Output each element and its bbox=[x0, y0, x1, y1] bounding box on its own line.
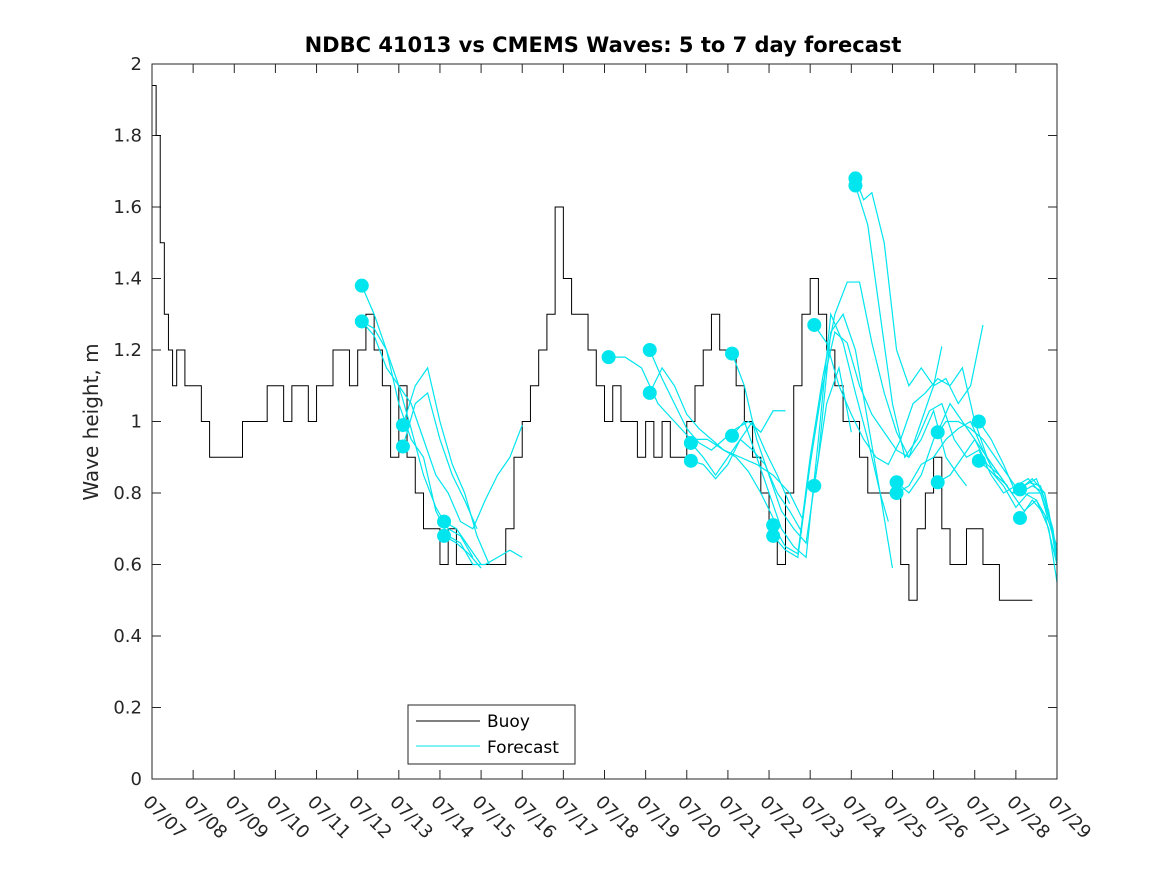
legend-forecast-label: Forecast bbox=[487, 738, 559, 758]
y-tick-label: 1.2 bbox=[113, 340, 142, 361]
y-tick-label: 0.8 bbox=[113, 483, 142, 504]
forecast-marker bbox=[437, 528, 452, 543]
forecast-marker bbox=[642, 343, 657, 357]
y-tick-label: 0.6 bbox=[113, 555, 142, 576]
y-tick-label: 0.4 bbox=[113, 626, 142, 647]
forecast-line bbox=[361, 320, 474, 558]
forecast-marker bbox=[1012, 511, 1027, 526]
forecast-line bbox=[854, 178, 984, 405]
forecast-line bbox=[731, 311, 889, 559]
forecast-line bbox=[1019, 477, 1058, 554]
y-tick-label: 0 bbox=[131, 769, 142, 790]
forecast-line bbox=[896, 420, 1009, 494]
legend: Buoy Forecast bbox=[407, 704, 576, 765]
forecast-line bbox=[402, 391, 478, 529]
forecast-line bbox=[402, 366, 490, 565]
forecast-marker bbox=[1012, 482, 1027, 497]
forecast-line bbox=[896, 420, 1058, 554]
forecast-marker bbox=[848, 178, 863, 193]
forecast-marker bbox=[971, 414, 986, 429]
buoy-series bbox=[152, 84, 1033, 601]
forecast-series bbox=[361, 178, 1058, 583]
forecast-line bbox=[1019, 499, 1058, 565]
y-tick-label: 1 bbox=[131, 412, 142, 433]
y-tick-label: 1.4 bbox=[113, 269, 142, 290]
forecast-line bbox=[443, 521, 482, 565]
forecast-line bbox=[443, 535, 482, 569]
axes-frame bbox=[151, 63, 1058, 780]
forecast-marker bbox=[725, 428, 740, 443]
forecast-marker bbox=[807, 317, 822, 332]
y-tick-label: 0.2 bbox=[113, 698, 142, 719]
forecast-marker bbox=[766, 528, 781, 543]
forecast-line bbox=[772, 331, 943, 559]
forecast-line bbox=[937, 438, 1058, 547]
forecast-marker bbox=[807, 478, 822, 493]
y-tick-label: 1.8 bbox=[113, 126, 142, 147]
forecast-marker bbox=[683, 435, 698, 450]
forecast-line bbox=[608, 356, 803, 519]
forecast-marker bbox=[395, 439, 410, 454]
forecast-marker bbox=[354, 278, 369, 293]
y-tick-label: 2 bbox=[131, 54, 142, 75]
y-tick-labels: 0 0.2 0.4 0.6 0.8 1 1.2 1.4 1.6 1.8 2 bbox=[113, 54, 142, 790]
forecast-marker bbox=[437, 514, 452, 529]
forecast-marker bbox=[395, 418, 410, 433]
buoy-line bbox=[152, 84, 1033, 601]
ticks-layer bbox=[151, 63, 1058, 780]
forecast-marker bbox=[889, 486, 904, 500]
forecast-marker bbox=[683, 453, 698, 468]
legend-box bbox=[407, 704, 576, 765]
chart-title: NDBC 41013 vs CMEMS Waves: 5 to 7 day fo… bbox=[305, 33, 902, 57]
forecast-markers bbox=[354, 171, 1027, 543]
forecast-line bbox=[361, 321, 523, 530]
forecast-marker bbox=[930, 425, 945, 440]
forecast-marker bbox=[930, 475, 945, 490]
legend-buoy-label: Buoy bbox=[487, 712, 530, 732]
forecast-marker bbox=[642, 385, 657, 400]
forecast-marker bbox=[601, 350, 616, 365]
forecast-line bbox=[978, 460, 1054, 537]
forecast-marker bbox=[725, 346, 740, 361]
forecast-line bbox=[649, 366, 774, 519]
forecast-marker bbox=[354, 314, 369, 329]
y-axis-label: Wave height, m bbox=[79, 343, 103, 500]
forecast-line bbox=[690, 438, 803, 533]
forecast-marker bbox=[971, 453, 986, 468]
plot-area bbox=[151, 63, 1058, 780]
y-tick-label: 1.6 bbox=[113, 197, 142, 218]
forecast-line bbox=[690, 420, 791, 504]
